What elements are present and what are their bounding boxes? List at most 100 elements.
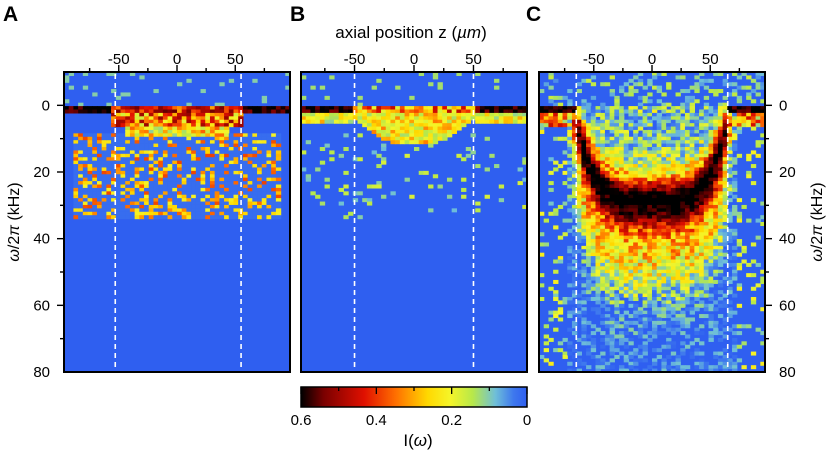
heatmap-cell bbox=[699, 174, 705, 179]
heatmap-cell bbox=[219, 170, 225, 175]
heatmap-cell bbox=[115, 116, 122, 121]
heatmap-cell bbox=[219, 174, 225, 179]
heatmap-cell bbox=[390, 119, 396, 124]
heatmap-cell bbox=[670, 187, 677, 192]
heatmap-cell bbox=[713, 273, 719, 278]
heatmap-cell bbox=[614, 157, 620, 162]
heatmap-cell bbox=[684, 102, 691, 107]
heatmap-cell bbox=[581, 204, 587, 209]
heatmap-cell bbox=[609, 123, 615, 128]
heatmap-cell bbox=[708, 191, 714, 196]
heatmap-cell bbox=[656, 157, 663, 162]
heatmap-cell bbox=[727, 92, 733, 97]
heatmap-cell bbox=[219, 198, 225, 203]
heatmap-cell bbox=[399, 112, 406, 117]
heatmap-cell bbox=[680, 102, 686, 107]
heatmap-cell bbox=[162, 215, 169, 220]
heatmap-cell bbox=[633, 351, 639, 356]
heatmap-cell bbox=[404, 177, 410, 182]
heatmap-cell bbox=[703, 191, 710, 196]
heatmap-cell bbox=[257, 211, 263, 216]
heatmap-cell bbox=[661, 256, 667, 261]
heatmap-cell bbox=[247, 215, 253, 220]
heatmap-cell bbox=[257, 181, 263, 186]
heatmap-cell bbox=[595, 157, 601, 162]
heatmap-cell bbox=[633, 331, 639, 336]
heatmap-cell bbox=[637, 242, 644, 247]
heatmap-cell bbox=[609, 143, 615, 148]
heatmap-cell bbox=[666, 102, 672, 107]
heatmap-cell bbox=[600, 358, 606, 363]
heatmap-cell bbox=[703, 150, 710, 155]
heatmap-cell bbox=[205, 201, 211, 206]
heatmap-cell bbox=[623, 119, 630, 124]
heatmap-cell bbox=[148, 170, 155, 175]
heatmap-cell bbox=[628, 112, 634, 117]
heatmap-cell bbox=[590, 136, 597, 141]
heatmap-cell bbox=[586, 225, 592, 230]
heatmap-cell bbox=[595, 170, 601, 175]
heatmap-cell bbox=[115, 198, 122, 203]
heatmap-cell bbox=[727, 157, 733, 162]
heatmap-cell bbox=[736, 211, 743, 216]
heatmap-cell bbox=[129, 164, 136, 169]
heatmap-cell bbox=[158, 119, 164, 124]
heatmap-cell bbox=[647, 143, 653, 148]
heatmap-cell bbox=[576, 160, 582, 165]
heatmap-cell bbox=[604, 269, 611, 274]
heatmap-cell bbox=[656, 286, 663, 291]
heatmap-cell bbox=[637, 204, 644, 209]
heatmap-cell bbox=[717, 215, 724, 220]
heatmap-cell bbox=[684, 123, 691, 128]
heatmap-cell bbox=[609, 129, 615, 134]
heatmap-cell bbox=[595, 187, 601, 192]
heatmap-cell bbox=[586, 109, 592, 114]
heatmap-cell bbox=[642, 167, 648, 172]
heatmap-cell bbox=[670, 218, 677, 223]
heatmap-cell bbox=[301, 106, 307, 111]
heatmap-cell bbox=[177, 129, 183, 134]
heatmap-cell bbox=[600, 256, 606, 261]
heatmap-cell bbox=[191, 157, 197, 162]
heatmap-cell bbox=[315, 112, 321, 117]
heatmap-cell bbox=[675, 136, 681, 141]
heatmap-cell bbox=[139, 136, 145, 141]
heatmap-cell bbox=[512, 116, 519, 121]
heatmap-cell bbox=[87, 211, 93, 216]
heatmap-cell bbox=[699, 331, 705, 336]
heatmap-cell bbox=[209, 160, 216, 165]
heatmap-cell bbox=[713, 252, 719, 257]
heatmap-cell bbox=[209, 167, 216, 172]
heatmap-cell bbox=[242, 106, 249, 111]
heatmap-cell bbox=[120, 150, 126, 155]
heatmap-cell bbox=[576, 337, 582, 342]
heatmap-cell bbox=[703, 187, 710, 192]
heatmap-cell bbox=[261, 208, 268, 213]
heatmap-cell bbox=[437, 109, 443, 114]
heatmap-cell bbox=[699, 218, 705, 223]
heatmap-cell bbox=[590, 140, 597, 145]
heatmap-cell bbox=[656, 150, 663, 155]
heatmap-cell bbox=[661, 307, 667, 312]
heatmap-cell bbox=[228, 153, 235, 158]
heatmap-cell bbox=[590, 177, 597, 182]
heatmap-cell bbox=[539, 106, 545, 111]
heatmap-cell bbox=[418, 126, 425, 131]
heatmap-cell bbox=[489, 119, 495, 124]
heatmap-cell bbox=[637, 331, 644, 336]
heatmap-cell bbox=[689, 232, 695, 237]
heatmap-cell bbox=[548, 85, 554, 90]
heatmap-cell bbox=[101, 187, 107, 192]
heatmap-cell bbox=[642, 324, 648, 329]
heatmap-cell bbox=[432, 174, 439, 179]
heatmap-cell bbox=[111, 170, 117, 175]
heatmap-cell bbox=[708, 164, 714, 169]
heatmap-cell bbox=[96, 147, 103, 152]
heatmap-cell bbox=[571, 123, 578, 128]
heatmap-cell bbox=[106, 174, 112, 179]
heatmap-cell bbox=[348, 211, 354, 216]
heatmap-cell bbox=[652, 147, 658, 152]
heatmap-cell bbox=[238, 170, 244, 175]
heatmap-cell bbox=[642, 99, 648, 104]
heatmap-cell bbox=[727, 310, 733, 315]
